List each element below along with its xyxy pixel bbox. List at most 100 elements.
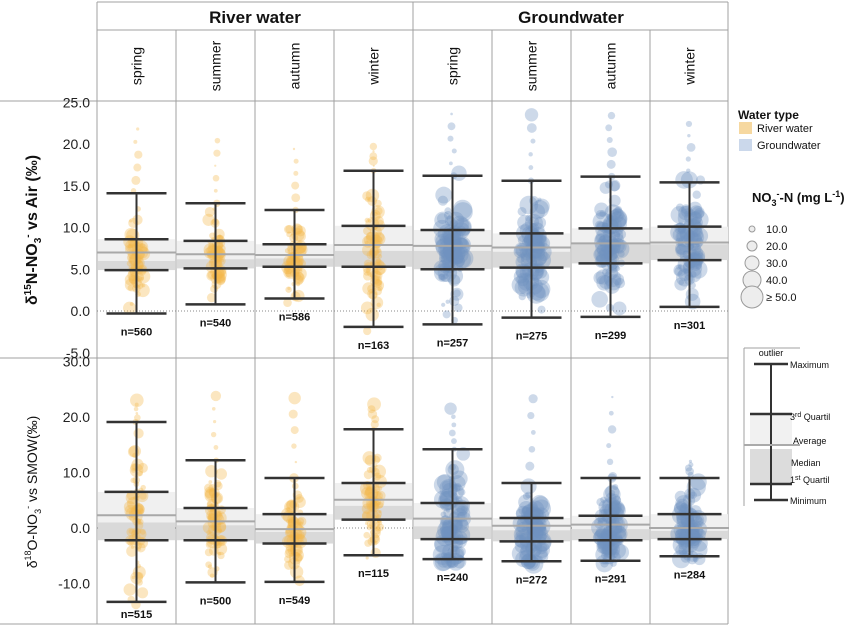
y-label-1-species: N-NO: [24, 243, 41, 284]
outlier-bubble: [213, 188, 218, 193]
data-bubble: [521, 241, 539, 259]
key-average: Average: [793, 436, 826, 446]
data-bubble: [596, 498, 605, 507]
data-bubble: [207, 564, 213, 569]
data-bubble: [136, 529, 147, 540]
data-bubble: [606, 249, 618, 261]
outlier-bubble: [528, 165, 534, 170]
data-bubble: [216, 234, 224, 242]
outlier-bubble: [688, 462, 694, 468]
data-bubble: [520, 253, 538, 270]
data-bubble: [689, 491, 697, 499]
outlier-bubble: [448, 161, 453, 166]
data-bubble: [534, 276, 540, 282]
data-bubble: [599, 249, 607, 257]
data-bubble: [444, 207, 452, 215]
data-bubble: [442, 273, 449, 280]
data-bubble: [446, 552, 465, 571]
data-bubble: [519, 195, 539, 215]
data-bubble: [521, 527, 527, 533]
legend-title: Water type: [738, 108, 799, 122]
outlier-bubble: [214, 137, 221, 144]
legend-size-title: NO3--N (mg L-1): [752, 189, 845, 208]
data-bubble: [532, 517, 547, 532]
data-bubble: [686, 477, 706, 497]
y-tick-label: 30.0: [63, 354, 90, 370]
y-tick-label: 5.0: [71, 261, 91, 277]
data-bubble: [284, 560, 294, 570]
data-bubble: [284, 248, 291, 254]
data-bubble: [514, 529, 534, 549]
delta18o-panel: -10.0 0.0 10.0 20.0 30.0 n=515 n=500 n=549 n=115…: [58, 354, 729, 624]
outlier-bubble: [606, 159, 616, 169]
outlier-bubble: [135, 412, 139, 415]
data-bubble: [363, 531, 371, 539]
data-bubble: [518, 494, 534, 510]
data-bubble: [613, 525, 627, 539]
data-bubble: [680, 502, 688, 509]
key-third-quartile: 3rd Quartil: [790, 412, 830, 422]
data-bubble: [438, 273, 445, 281]
data-bubble: [450, 546, 465, 561]
data-bubble: [689, 270, 697, 278]
size-legend-label: 20.0: [766, 241, 787, 253]
data-bubble: [296, 533, 305, 542]
data-bubble: [443, 210, 453, 220]
data-bubble: [598, 234, 613, 249]
outlier-bubble: [367, 397, 381, 412]
data-bubble: [603, 254, 611, 262]
data-bubble: [438, 256, 445, 263]
data-bubble: [373, 211, 378, 216]
data-bubble: [681, 204, 691, 215]
sample-size-label: n=257: [437, 337, 469, 349]
outlier-bubble: [684, 464, 693, 472]
data-bubble: [285, 256, 294, 265]
data-bubble: [605, 274, 622, 291]
data-bubble: [214, 245, 223, 255]
data-bubble: [452, 484, 461, 493]
data-bubble: [676, 243, 688, 256]
data-bubble: [367, 502, 374, 509]
sample-size-label: n=540: [200, 317, 232, 329]
data-bubble: [456, 505, 468, 517]
outlier-bubble: [526, 123, 537, 133]
data-bubble: [528, 284, 545, 301]
data-bubble: [204, 486, 216, 499]
data-bubble: [691, 226, 703, 237]
data-bubble: [137, 470, 143, 477]
data-bubble: [611, 532, 618, 539]
data-bubble: [453, 289, 461, 297]
data-bubble: [689, 229, 705, 245]
sample-size-label: n=299: [595, 330, 627, 342]
data-bubble: [289, 565, 304, 579]
data-bubble: [453, 248, 474, 269]
size-title-sup: -: [777, 189, 780, 199]
data-bubble: [521, 506, 532, 517]
data-bubble: [529, 232, 548, 252]
legend-size: NO3--N (mg L-1) 10.0 20.0 30.0 40.0 ≥ 50.0: [740, 189, 845, 309]
outlier-bubble: [213, 445, 219, 450]
data-bubble: [694, 251, 700, 258]
data-bubble: [438, 273, 446, 281]
data-bubble: [435, 526, 456, 547]
data-bubble: [675, 495, 693, 513]
outlier-bubble: [451, 148, 457, 154]
data-bubble: [131, 575, 136, 580]
data-bubble: [217, 273, 227, 283]
data-bubble: [522, 492, 531, 500]
data-bubble: [362, 191, 372, 201]
data-bubble: [681, 518, 690, 527]
data-bubble: [450, 287, 464, 301]
data-bubble: [283, 254, 297, 268]
data-bubble: [295, 225, 306, 237]
data-bubble: [455, 259, 460, 264]
data-bubble: [609, 531, 623, 545]
data-bubble: [366, 499, 379, 512]
outlier-bubble: [447, 135, 454, 142]
data-bubble: [366, 524, 373, 531]
legend-item-river: River water: [757, 123, 813, 135]
data-bubble: [295, 494, 304, 503]
data-bubble: [609, 208, 625, 223]
data-bubble: [373, 232, 386, 246]
data-bubble: [294, 496, 306, 508]
